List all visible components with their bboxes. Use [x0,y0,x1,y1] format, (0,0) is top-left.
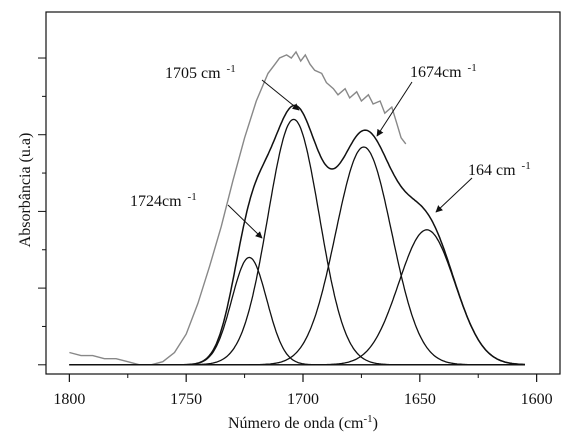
x-axis-ticks [68,374,538,382]
x-tick-label: 1800 [53,391,85,408]
experimental-spectrum-line [69,50,407,366]
y-axis-ticks [38,57,46,366]
peak-label-4: 164 cm -1 [468,160,531,179]
x-tick-labels: 1800 1750 1700 1650 1600 [53,391,552,408]
x-tick-label: 1650 [404,391,436,408]
peak-curve-2 [69,118,525,366]
peak-arrow-3 [376,81,413,137]
plot-frame [45,11,561,375]
peak-label-3: 1674cm -1 [410,62,477,81]
peak-curve-4 [69,229,525,366]
y-axis-title: Absorbância (u.a) [17,133,34,248]
peak-curve-3 [69,146,525,366]
x-axis-title: Número de onda (cm-1) [228,413,378,432]
x-tick-label: 1600 [521,391,553,408]
x-tick-label: 1700 [287,391,319,408]
peak-label-2: 1705 cm -1 [165,63,236,82]
peak-arrow-4 [435,177,473,213]
peak-label-1: 1724cm -1 [130,191,197,210]
peak-arrow-2 [261,79,300,111]
peak-arrow-1 [227,204,263,239]
peak-annotations: 1724cm -1 1705 cm -1 1674cm -1 164 cm -1 [130,62,531,239]
x-tick-label: 1750 [170,391,202,408]
cumulative-fit-line [69,104,525,366]
peak-curve-1 [69,256,525,366]
